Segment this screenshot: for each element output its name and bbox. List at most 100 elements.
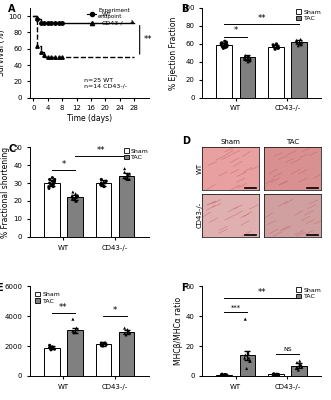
- Point: [99, 180, 104, 186]
- Text: **: **: [97, 146, 105, 155]
- Text: *: *: [61, 160, 66, 169]
- Point: [243, 52, 248, 59]
- Text: B: B: [181, 4, 188, 14]
- Legend: WT, CD43-/-: WT, CD43-/-: [84, 9, 128, 28]
- Y-axis label: % Fractional shortening: % Fractional shortening: [1, 146, 10, 238]
- Point: [100, 182, 105, 188]
- Point: [99, 342, 104, 348]
- Point: [297, 361, 302, 367]
- Point: [51, 345, 56, 352]
- Point: [294, 40, 300, 46]
- Point: [272, 46, 278, 52]
- Bar: [240, 57, 255, 98]
- Y-axis label: WT: WT: [196, 163, 202, 174]
- Bar: [119, 332, 134, 376]
- Point: [294, 365, 299, 372]
- Point: [75, 326, 80, 333]
- Text: NS: NS: [283, 347, 292, 352]
- Point: [296, 42, 301, 49]
- Legend: Sham, TAC: Sham, TAC: [33, 289, 63, 306]
- Point: [299, 42, 304, 48]
- Point: [47, 176, 52, 183]
- Point: [221, 372, 226, 379]
- Point: [126, 176, 132, 183]
- Y-axis label: Cardiomyocyte Area (Pixels): Cardiomyocyte Area (Pixels): [0, 277, 1, 385]
- Point: [298, 362, 303, 369]
- Point: [246, 53, 252, 60]
- Point: [224, 372, 229, 378]
- Point: [125, 171, 130, 177]
- Point: [297, 41, 302, 47]
- Point: [274, 371, 279, 378]
- Point: [248, 57, 253, 63]
- Point: [102, 340, 108, 346]
- Text: **: **: [258, 14, 266, 23]
- Point: [46, 185, 52, 192]
- Point: [245, 59, 251, 65]
- Point: [276, 44, 281, 51]
- Point: [223, 42, 229, 49]
- Bar: [216, 375, 232, 376]
- Point: [71, 330, 77, 336]
- Point: [220, 43, 225, 50]
- Point: [122, 166, 127, 172]
- Point: [246, 355, 252, 361]
- Bar: [96, 344, 111, 376]
- Point: [100, 343, 105, 349]
- Text: E: E: [0, 283, 3, 293]
- Point: [74, 325, 79, 331]
- Point: [70, 316, 75, 322]
- Point: [271, 371, 276, 378]
- Point: [104, 341, 109, 348]
- Point: [52, 178, 57, 184]
- Point: [50, 178, 55, 184]
- Point: [52, 346, 57, 352]
- Point: [299, 362, 304, 369]
- Point: [73, 329, 78, 335]
- Text: **: **: [59, 303, 68, 312]
- Point: [244, 365, 249, 372]
- Point: [46, 184, 51, 190]
- Point: [70, 194, 75, 200]
- Text: ***: ***: [231, 304, 241, 310]
- Point: [246, 53, 251, 60]
- Text: n=25 WT
n=14 CD43-/-: n=25 WT n=14 CD43-/-: [84, 78, 127, 89]
- Point: [47, 180, 52, 186]
- Point: [221, 45, 226, 52]
- Point: [243, 352, 248, 358]
- Point: [74, 194, 79, 200]
- Point: [242, 54, 247, 60]
- Point: [127, 171, 132, 177]
- Point: [223, 44, 228, 51]
- Title: Sham: Sham: [221, 139, 241, 145]
- Text: *: *: [234, 26, 238, 35]
- Point: [223, 41, 228, 47]
- Point: [224, 372, 230, 378]
- Title: TAC: TAC: [286, 139, 299, 145]
- Point: [245, 349, 251, 355]
- Point: [71, 196, 77, 202]
- Bar: [268, 46, 284, 98]
- Point: [222, 43, 227, 50]
- Point: [276, 372, 281, 378]
- Point: [99, 176, 104, 183]
- Bar: [291, 42, 307, 98]
- Bar: [291, 366, 307, 376]
- Point: [245, 55, 251, 62]
- Point: [275, 42, 280, 49]
- Point: [104, 178, 109, 184]
- Point: [219, 42, 225, 48]
- Point: [294, 359, 300, 366]
- Point: [48, 182, 54, 188]
- X-axis label: Time (days): Time (days): [67, 114, 112, 123]
- Text: C: C: [8, 144, 16, 154]
- Point: [125, 176, 130, 183]
- Point: [125, 326, 130, 333]
- Point: [275, 371, 281, 378]
- Point: [223, 372, 228, 378]
- Bar: [96, 183, 111, 237]
- Point: [294, 37, 299, 44]
- Point: [244, 57, 249, 63]
- Point: [75, 192, 80, 199]
- Text: *: *: [113, 306, 117, 315]
